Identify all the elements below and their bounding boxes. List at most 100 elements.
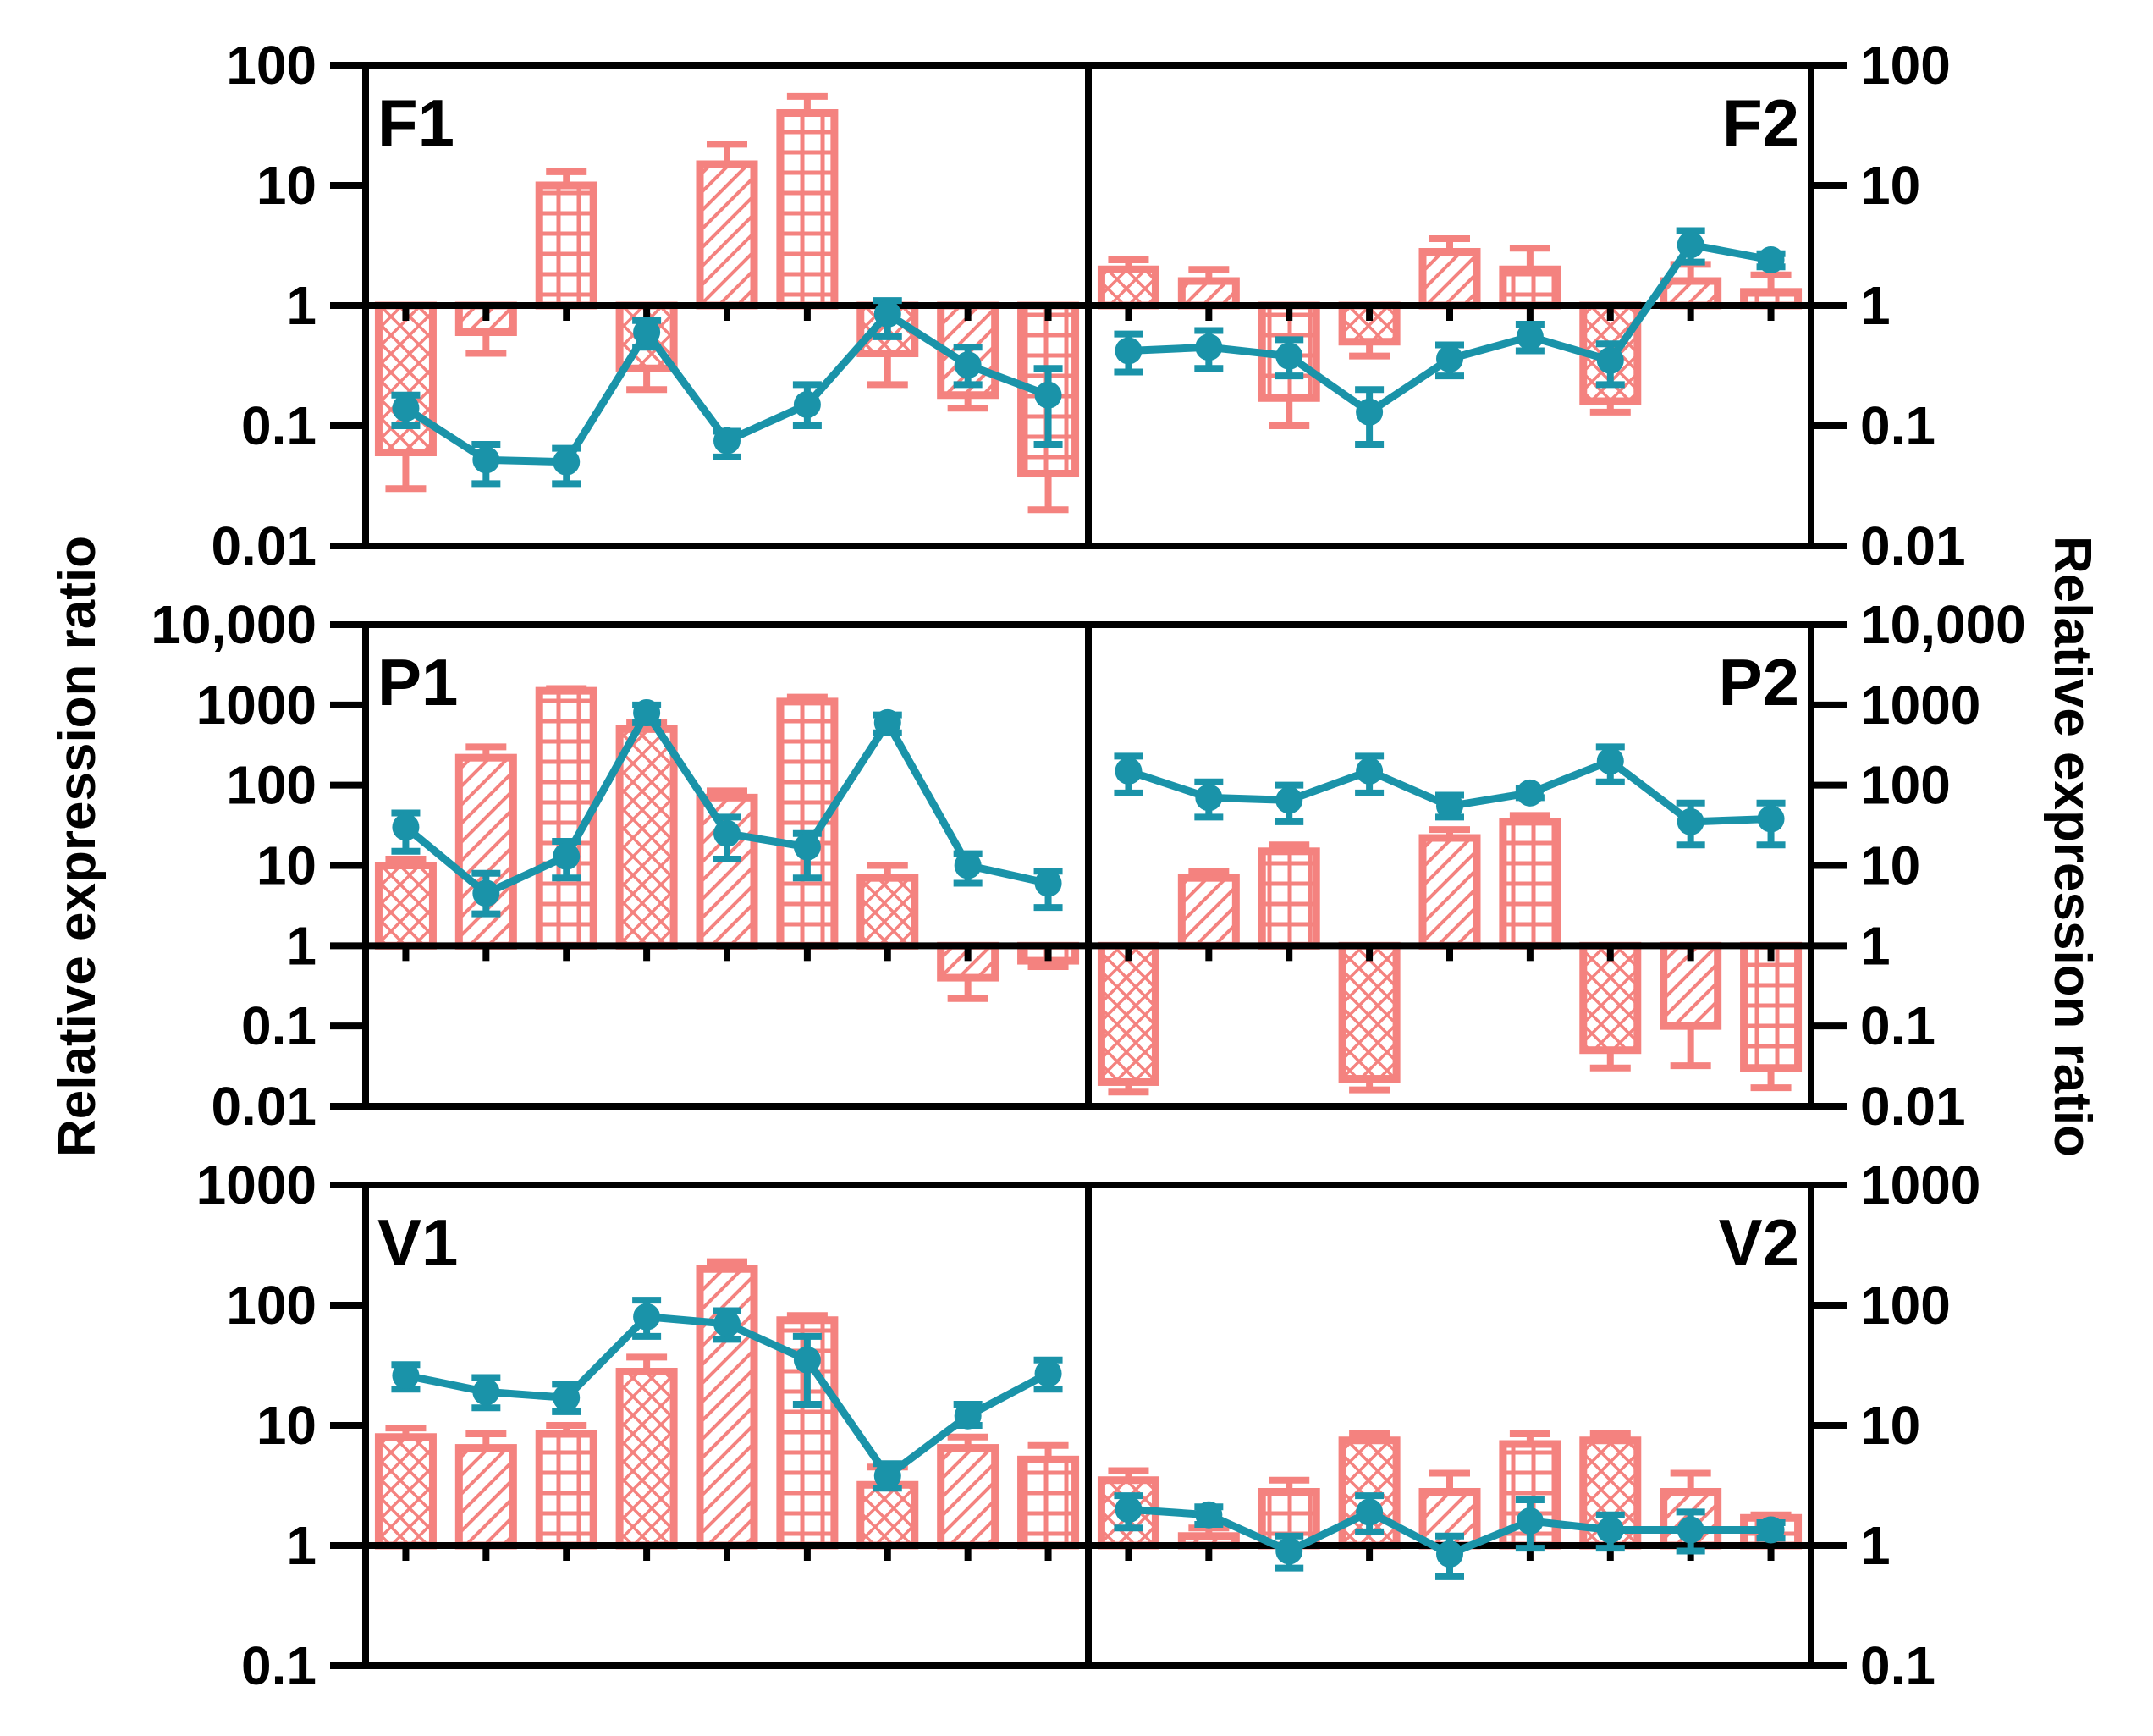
f2-bar [1499,265,1561,310]
p2-y-tick-label: 10,000 [1860,594,2026,655]
p1-y-tick-label: 10,000 [151,594,317,655]
v1-y-tick-label: 1 [286,1515,317,1576]
f2-y-tick-label: 0.1 [1860,395,1935,456]
p2-line-point [1677,807,1704,835]
p2-bar [1177,874,1240,950]
p1-line-point [472,879,500,907]
v1-y-tick-label: 0.1 [241,1635,317,1696]
p1-y-tick-label: 10 [256,835,317,896]
f2-panel-label: F2 [1722,85,1799,160]
p1-bar [454,753,517,950]
v2-line-point [1516,1507,1544,1535]
v2-y-tick-label: 1000 [1860,1155,1980,1215]
p2-line-point [1436,792,1463,820]
right-y-axis-title: Relative expression ratio [2043,536,2101,1157]
p1-line-point [954,851,982,879]
left-y-axis-title: Relative expression ratio [48,536,107,1157]
v1-line-point [1034,1359,1062,1387]
f1-y-tick-label: 1 [286,275,317,336]
p1-y-tick-label: 1000 [196,675,317,736]
f1-line-point [1034,381,1062,409]
p2-bar [1418,834,1481,950]
v2-line-point [1275,1537,1303,1565]
f1-y-tick-label: 0.01 [211,515,317,576]
p2-line-point [1115,757,1143,785]
p2-line-point [1356,757,1384,785]
p2-y-tick-label: 0.1 [1860,995,1935,1056]
v2-line-point [1596,1516,1624,1544]
f2-y-tick-label: 1 [1860,275,1891,336]
p2-bar [1338,941,1401,1083]
panel-f2: 0.01 0.1 1 10 100 F2 [1085,35,1966,576]
p2-y-tick-label: 100 [1860,755,1951,816]
v1-line-point [793,1346,821,1374]
p2-y-tick-label: 0.01 [1860,1076,1966,1137]
v1-y-tick-label: 1000 [196,1155,317,1215]
v2-line-point [1115,1496,1143,1524]
v1-bar [1017,1455,1080,1550]
p2-y-tick-label: 10 [1860,835,1920,896]
f2-y-tick-label: 100 [1860,35,1951,96]
v2-line-point [1757,1516,1785,1544]
p1-panel-label: P1 [377,645,458,719]
f2-line-point [1436,345,1463,373]
v1-bar [856,1480,919,1550]
v2-line-point [1356,1498,1384,1526]
f2-bar [1097,265,1159,310]
f2-line-point [1677,231,1704,259]
p2-bar [1579,941,1642,1055]
p2-panel-label: P2 [1719,645,1799,719]
plot-layer: 0.010.1110100F10.010.1110100F20.010.1110… [151,35,2026,1696]
f2-line-point [1195,333,1223,361]
f2-bar [1177,277,1240,310]
f2-line-point [1115,337,1143,365]
v2-y-tick-label: 100 [1860,1275,1951,1336]
p1-line-point [873,708,901,736]
f2-line-point [1516,322,1544,350]
f2-bar [1418,248,1481,310]
f1-line-point [954,351,982,379]
p1-y-tick-label: 0.1 [241,995,317,1056]
v1-line-point [713,1309,741,1337]
p1-y-tick-label: 1 [286,915,317,976]
p1-y-tick-label: 100 [226,755,317,816]
f1-bar [776,109,839,310]
p1-line-point [793,833,821,861]
v1-y-tick-label: 100 [226,1275,317,1336]
p1-y-tick-label: 0.01 [211,1076,317,1137]
v1-bar [615,1368,678,1550]
v1-bar [374,1433,437,1550]
v2-panel-label: V2 [1719,1205,1799,1280]
v2-line-point [1436,1540,1463,1568]
p2-bar [1258,847,1320,950]
v2-line-point [1195,1501,1223,1529]
panel-p2: 0.01 0.1 1 10 100 1000 10,000 P2 [1085,594,2026,1137]
v1-bar [454,1444,517,1550]
v1-y-tick-label: 10 [256,1395,317,1456]
v1-line-point [873,1462,901,1490]
f1-y-tick-label: 10 [256,155,317,216]
f2-line-point [1757,246,1785,274]
v1-line-point [633,1303,661,1331]
p2-line-point [1596,747,1624,775]
p2-bar [1740,941,1803,1072]
panel-f1: 0.01 0.1 1 10 100 F1 [211,35,1092,576]
f2-y-tick-label: 0.01 [1860,515,1966,576]
p2-line-point [1516,779,1544,807]
f2-line-point [1356,398,1384,426]
v1-panel-label: V1 [377,1205,458,1280]
panel-v2: 0.1 1 10 100 1000 V2 [1085,1155,1980,1696]
p2-line-point [1757,805,1785,833]
f1-line-point [472,446,500,474]
f2-bar [1660,277,1722,310]
p2-line-point [1195,784,1223,812]
v2-y-tick-label: 10 [1860,1395,1920,1456]
p2-y-tick-label: 1000 [1860,675,1980,736]
v1-line-point [472,1378,500,1406]
f1-line-point [392,394,420,422]
v2-line-point [1677,1516,1704,1544]
f1-line-point [553,448,581,476]
f2-line-point [1275,342,1303,370]
p1-bar [374,862,437,950]
